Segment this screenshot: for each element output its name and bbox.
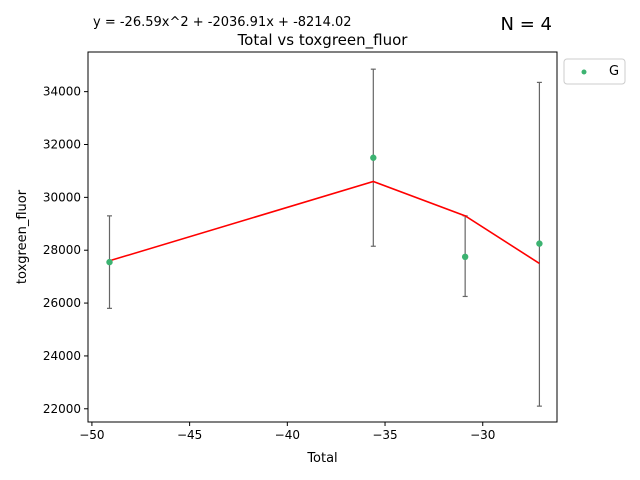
- x-axis: −50 −45 −40 −35 −30: [79, 422, 495, 442]
- legend-box: [563, 58, 626, 85]
- legend: G: [563, 58, 626, 85]
- data-point: [536, 240, 543, 247]
- y-axis: 22000 24000 26000 28000 30000 32000 34000: [43, 85, 88, 416]
- x-tick-label: −35: [372, 428, 397, 442]
- y-tick-label: 28000: [43, 243, 81, 257]
- fit-equation: y = -26.59x^2 + -2036.91x + -8214.02: [93, 15, 352, 30]
- plot-content: [106, 68, 543, 407]
- x-tick-label: −40: [275, 428, 300, 442]
- x-axis-label: Total: [306, 451, 337, 466]
- legend-marker: [581, 69, 587, 75]
- legend-label: G: [609, 64, 619, 79]
- chart-title: Total vs toxgreen_fluor: [237, 31, 409, 50]
- x-tick-label: −45: [177, 428, 202, 442]
- data-point: [461, 253, 469, 261]
- sample-count: N = 4: [501, 14, 552, 35]
- y-tick-label: 30000: [43, 190, 81, 204]
- x-tick-label: −30: [470, 428, 495, 442]
- y-tick-label: 26000: [43, 296, 81, 310]
- y-tick-label: 22000: [43, 402, 81, 416]
- data-point: [106, 258, 113, 266]
- y-axis-label: toxgreen_fluor: [15, 189, 30, 284]
- data-point: [370, 154, 377, 161]
- y-tick-label: 32000: [43, 138, 81, 152]
- y-tick-label: 24000: [43, 349, 81, 363]
- fit-line: [109, 180, 540, 265]
- plot-frame: [87, 51, 558, 423]
- x-tick-label: −50: [79, 428, 104, 442]
- y-tick-label: 34000: [43, 85, 81, 99]
